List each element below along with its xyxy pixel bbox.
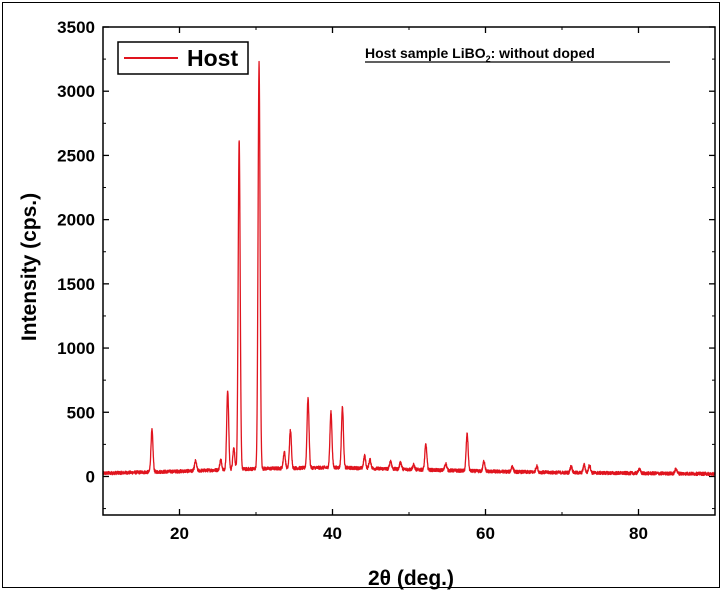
y-tick-label: 0 bbox=[86, 467, 95, 486]
y-tick-label: 2500 bbox=[57, 146, 95, 165]
annotation-subscript: 2 bbox=[486, 54, 491, 64]
annotation-main: Host sample LiBO bbox=[365, 45, 486, 61]
y-tick-label: 1000 bbox=[57, 339, 95, 358]
y-axis-ticks: 0 500 1000 1500 2000 2500 3000 3500 bbox=[57, 18, 715, 510]
annotation-tail: : without doped bbox=[491, 45, 595, 61]
annotation-text: Host sample LiBO2: without doped bbox=[365, 45, 595, 64]
series-layer bbox=[102, 60, 716, 477]
y-tick-label: 500 bbox=[67, 403, 95, 422]
y-axis-title: Intensity (cps.) bbox=[18, 193, 41, 341]
x-tick-label: 60 bbox=[476, 524, 495, 543]
plot-area bbox=[102, 26, 716, 516]
legend: Host bbox=[117, 41, 249, 75]
x-tick-label: 80 bbox=[629, 524, 648, 543]
y-tick-label: 3500 bbox=[57, 18, 95, 37]
legend-label-host: Host bbox=[187, 45, 238, 71]
y-tick-label: 2000 bbox=[57, 211, 95, 230]
x-axis-ticks: 20 40 60 80 bbox=[102, 27, 716, 543]
y-tick-label: 1500 bbox=[57, 275, 95, 294]
x-tick-label: 20 bbox=[170, 524, 189, 543]
series-line-host bbox=[102, 60, 716, 477]
x-tick-label: 40 bbox=[323, 524, 342, 543]
annotation: Host sample LiBO2: without doped bbox=[365, 45, 670, 64]
y-tick-label: 3000 bbox=[57, 82, 95, 101]
x-axis-title: 2θ (deg.) bbox=[368, 567, 454, 590]
